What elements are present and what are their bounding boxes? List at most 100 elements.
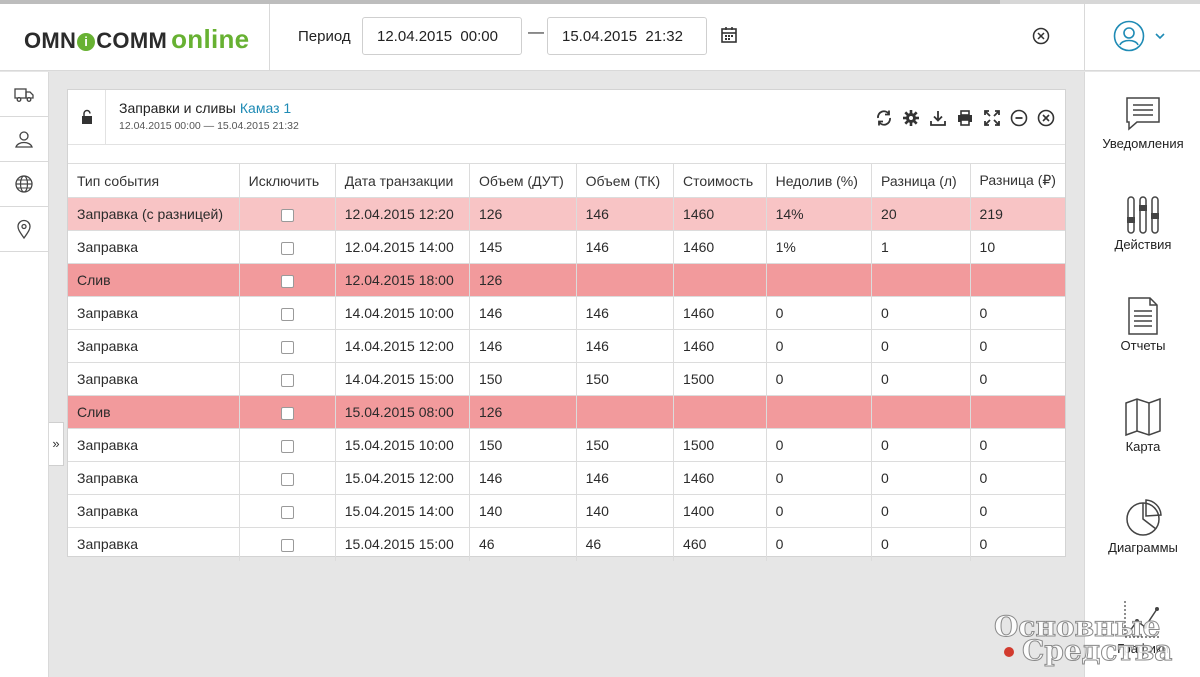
nav-actions-label: Действия	[1114, 237, 1172, 252]
cell-diff-rub	[970, 396, 1065, 429]
exclude-checkbox[interactable]	[280, 539, 294, 553]
col-header-date[interactable]: Дата транзакции	[335, 163, 470, 198]
cell-diff-liters: 0	[871, 428, 971, 462]
lock-toggle[interactable]	[68, 90, 106, 145]
exclude-checkbox[interactable]	[280, 439, 294, 453]
cell-diff-liters: 0	[871, 494, 971, 528]
cell-volume-fls: 145	[469, 230, 577, 264]
sidebar-item-locations[interactable]	[0, 207, 48, 252]
nav-map[interactable]: Карта	[1085, 375, 1200, 475]
truck-icon	[14, 88, 34, 102]
sidebar-item-geozones[interactable]	[0, 162, 48, 207]
expand-sidebar-button[interactable]: »	[49, 422, 64, 466]
user-menu[interactable]	[1084, 4, 1200, 71]
sidebar-item-drivers[interactable]	[0, 117, 48, 162]
exclude-checkbox[interactable]	[280, 373, 294, 387]
nav-notifications[interactable]: Уведомления	[1085, 72, 1200, 172]
cell-date: 15.04.2015 14:00	[335, 494, 470, 528]
vehicle-link[interactable]: Камаз 1	[239, 100, 292, 116]
exclude-checkbox[interactable]	[280, 274, 294, 288]
cell-diff-liters: 0	[871, 296, 971, 330]
omnicomm-logo[interactable]: OMN i COMM online	[24, 24, 249, 55]
cell-cost: 1460	[673, 230, 767, 264]
cell-cost	[673, 263, 767, 297]
table-row[interactable]: Заправка (с разницей) 12.04.2015 12:20 126…	[68, 197, 1065, 231]
print-icon[interactable]	[956, 109, 974, 127]
cell-exclude	[239, 428, 336, 462]
exclude-checkbox[interactable]	[280, 241, 294, 255]
refresh-icon[interactable]	[875, 109, 893, 127]
minimize-icon[interactable]	[1010, 109, 1028, 127]
col-header-cost[interactable]: Стоимость	[673, 163, 767, 198]
cell-diff-liters: 20	[871, 197, 971, 231]
cell-volume-card: 146	[576, 296, 675, 330]
sidebar-item-vehicles[interactable]	[0, 72, 48, 117]
nav-notifications-label: Уведомления	[1102, 136, 1184, 151]
col-header-diff-rub[interactable]: Разница (₽)	[970, 163, 1065, 198]
cell-diff-rub: 219	[979, 206, 1003, 222]
nav-diagrams-label: Диаграммы	[1108, 540, 1178, 555]
cell-type: Слив	[68, 395, 240, 429]
col-header-volume-card[interactable]: Объем (ТК)	[576, 163, 675, 198]
cell-diff-liters	[871, 395, 971, 429]
col-header-shortfill[interactable]: Недолив (%)	[766, 163, 873, 198]
exclude-checkbox[interactable]	[280, 340, 294, 354]
table-row[interactable]: Заправка 15.04.2015 14:00 140 140 1400 0 0 0	[68, 494, 1065, 528]
logo-area: OMN i COMM online	[0, 4, 270, 71]
cell-cost: 1400	[673, 494, 767, 528]
exclude-checkbox[interactable]	[280, 472, 294, 486]
nav-actions[interactable]: Действия	[1085, 173, 1200, 273]
logo-text-comm: COMM	[96, 28, 168, 53]
cell-diff-rub: 10	[979, 239, 996, 255]
table-row[interactable]: Заправка 15.04.2015 10:00 150 150 1500 0 0 0	[68, 428, 1065, 462]
cell-exclude	[239, 527, 336, 561]
download-icon[interactable]	[929, 109, 947, 127]
cell-date: 14.04.2015 12:00	[335, 329, 470, 363]
table-row[interactable]: Заправка 12.04.2015 14:00 145 146 1460 1% 1 10	[68, 230, 1065, 264]
cell-diff-rub: 0	[979, 371, 988, 387]
driver-icon	[15, 131, 33, 148]
table-row[interactable]: Заправка 15.04.2015 15:00 46 46 460 0 0 0	[68, 527, 1065, 561]
fullscreen-icon[interactable]	[983, 109, 1001, 127]
cell-diff-liters: 1	[871, 230, 971, 264]
col-header-diff-liters[interactable]: Разница (л)	[871, 163, 971, 198]
cell-volume-card	[576, 263, 675, 297]
exclude-checkbox[interactable]	[280, 505, 294, 519]
nav-graphs[interactable]: Графики	[1085, 577, 1200, 677]
nav-reports[interactable]: Отчеты	[1085, 274, 1200, 374]
table-row[interactable]: Заправка 14.04.2015 15:00 150 150 1500 0 0 0	[68, 362, 1065, 396]
events-table: Тип события Исключить Дата транзакции Об…	[68, 163, 1065, 561]
panel-toolbar	[875, 109, 1055, 127]
settings-icon[interactable]	[902, 109, 920, 127]
table-row[interactable]: Заправка 15.04.2015 12:00 146 146 1460 0 0 0	[68, 461, 1065, 495]
cell-volume-card: 46	[576, 527, 675, 561]
close-icon[interactable]	[1037, 109, 1055, 127]
nav-diagrams[interactable]: Диаграммы	[1085, 476, 1200, 576]
chevron-down-icon[interactable]	[1153, 30, 1167, 42]
exclude-checkbox[interactable]	[280, 406, 294, 420]
table-row[interactable]: Заправка 14.04.2015 10:00 146 146 1460 0 0 0	[68, 296, 1065, 330]
col-header-type[interactable]: Тип события	[68, 163, 240, 198]
cell-volume-card: 140	[576, 494, 675, 528]
exclude-checkbox[interactable]	[280, 208, 294, 222]
date-to-input[interactable]	[547, 17, 707, 55]
osnovnye-sredstva-watermark: Основные Средства	[992, 610, 1192, 670]
exclude-checkbox[interactable]	[280, 307, 294, 321]
table-row[interactable]: Слив 15.04.2015 08:00 126	[68, 395, 1065, 429]
cell-shortfill: 0	[766, 527, 873, 561]
calendar-icon[interactable]	[720, 26, 738, 44]
clear-period-icon[interactable]	[1032, 27, 1050, 45]
table-row[interactable]: Слив 12.04.2015 18:00 126	[68, 263, 1065, 297]
cell-exclude	[239, 230, 336, 264]
globe-icon	[15, 175, 33, 193]
logo-text-omn: OMN	[24, 28, 77, 53]
user-avatar-icon[interactable]	[1113, 20, 1145, 52]
table-row[interactable]: Заправка 14.04.2015 12:00 146 146 1460 0 0 0	[68, 329, 1065, 363]
cell-volume-fls: 146	[469, 461, 577, 495]
cell-cost: 460	[673, 527, 767, 561]
col-header-exclude[interactable]: Исключить	[239, 163, 336, 198]
col-header-volume-fls[interactable]: Объем (ДУТ)	[469, 163, 577, 198]
date-from-input[interactable]	[362, 17, 522, 55]
cell-volume-fls: 150	[469, 428, 577, 462]
